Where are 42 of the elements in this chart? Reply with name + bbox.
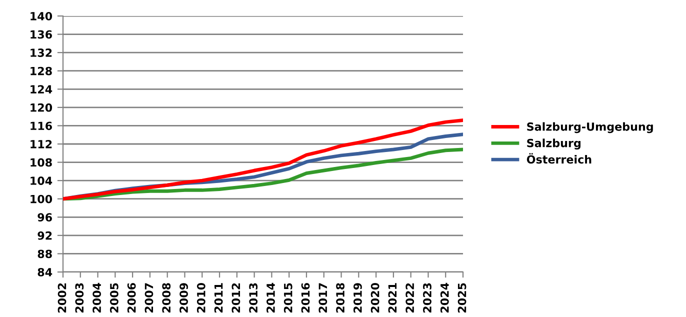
x-tick-label: 2025 bbox=[458, 283, 466, 312]
y-tick-label: 104 bbox=[30, 176, 52, 185]
x-tick-label: 2015 bbox=[284, 283, 292, 312]
x-tick-label: 2009 bbox=[180, 283, 188, 312]
x-tick-label: 2024 bbox=[440, 282, 449, 312]
x-tick-label: 2007 bbox=[144, 283, 154, 312]
x-tick-label: 2018 bbox=[336, 283, 344, 312]
x-tick-label: 2017 bbox=[318, 283, 328, 312]
legend-label: Salzburg-Umgebung bbox=[527, 122, 653, 134]
x-tick-label: 2021 bbox=[388, 283, 397, 312]
y-tick-label: 96 bbox=[38, 213, 52, 222]
x-tick-label: 2005 bbox=[110, 283, 118, 312]
x-tick-label: 2022 bbox=[406, 283, 414, 312]
y-tick-label: 100 bbox=[30, 194, 52, 204]
x-tick-label: 2013 bbox=[249, 283, 258, 312]
x-tick-label: 2002 bbox=[58, 283, 66, 312]
y-tick-label: 128 bbox=[30, 66, 52, 76]
y-tick-label: 120 bbox=[30, 103, 52, 112]
x-tick-label: 2008 bbox=[162, 283, 171, 312]
x-tick-label: 2014 bbox=[266, 282, 275, 312]
y-tick-label: 136 bbox=[30, 30, 52, 39]
y-tick-label: 132 bbox=[30, 48, 52, 57]
x-tick-label: 2010 bbox=[196, 282, 206, 312]
x-tick-label: 2003 bbox=[75, 283, 84, 312]
x-tick-label: 2011 bbox=[214, 283, 223, 312]
legend-label: Österreich bbox=[526, 153, 592, 164]
x-tick-label: 2004 bbox=[92, 282, 102, 312]
y-tick-label: 124 bbox=[30, 85, 52, 94]
x-tick-label: 2016 bbox=[301, 283, 310, 312]
x-tick-label: 2006 bbox=[127, 283, 136, 312]
y-tick-label: 84 bbox=[38, 268, 52, 276]
x-tick-label: 2020 bbox=[370, 282, 380, 312]
x-tick-label: 2019 bbox=[353, 283, 362, 312]
y-tick-label: 112 bbox=[30, 140, 52, 148]
y-tick-label: 140 bbox=[30, 12, 52, 20]
x-tick-label: 2023 bbox=[423, 283, 432, 312]
y-tick-label: 92 bbox=[38, 231, 52, 240]
x-tick-label: 2012 bbox=[232, 283, 240, 312]
y-tick-label: 88 bbox=[38, 250, 52, 258]
y-tick-label: 116 bbox=[30, 122, 52, 130]
legend-label: Salzburg bbox=[527, 138, 580, 150]
y-tick-label: 108 bbox=[30, 158, 52, 167]
